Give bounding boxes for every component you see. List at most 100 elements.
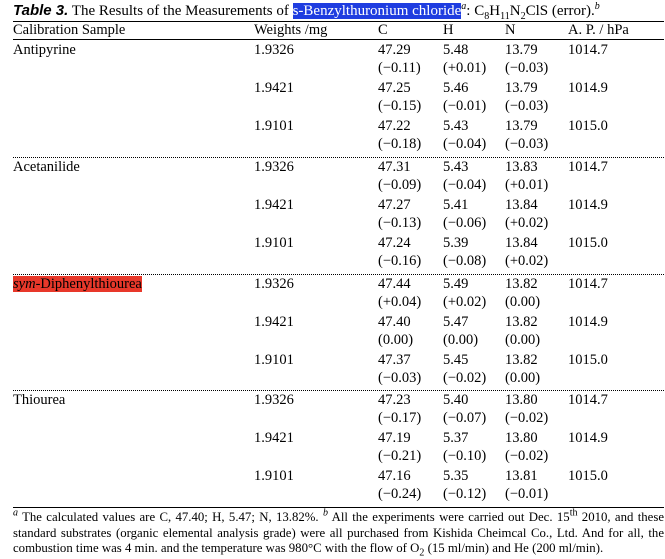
weight-value: 1.9101 [254,118,294,134]
hydrogen-value: 5.49 [443,276,469,292]
carbon-error: (+0.04) [378,294,422,310]
weight-value: 1.9101 [254,235,294,251]
nitrogen-value: 13.81 [505,468,538,484]
carbon-error: (−0.18) [378,136,422,152]
weight-value: 1.9101 [254,352,294,368]
hydrogen-error: (0.00) [443,332,479,348]
weight-value: 1.9421 [254,80,294,96]
group-separator [13,274,664,275]
carbon-value: 47.31 [378,159,411,175]
footnote-text: a The calculated values are C, 47.40; H,… [13,507,665,559]
sample-name: Antipyrine [13,42,76,58]
nitrogen-error: (0.00) [505,370,541,386]
carbon-error: (0.00) [378,332,414,348]
header-h: H [443,22,454,38]
pressure-value: 1014.9 [568,197,608,213]
nitrogen-value: 13.80 [505,392,538,408]
pressure-value: 1014.7 [568,42,608,58]
pressure-value: 1014.9 [568,430,608,446]
hydrogen-value: 5.39 [443,235,469,251]
carbon-value: 47.44 [378,276,411,292]
nitrogen-value: 13.79 [505,80,538,96]
nitrogen-error: (−0.02) [505,448,549,464]
nitrogen-value: 13.80 [505,430,538,446]
weight-value: 1.9421 [254,314,294,330]
header-c: C [378,22,388,38]
carbon-value: 47.23 [378,392,411,408]
header-rule [13,39,664,40]
sample-name: Thiourea [13,392,66,408]
carbon-value: 47.37 [378,352,411,368]
nitrogen-value: 13.83 [505,159,538,175]
footnote-mark-b: b [594,1,600,12]
nitrogen-error: (−0.03) [505,60,549,76]
carbon-value: 47.27 [378,197,411,213]
nitrogen-value: 13.79 [505,118,538,134]
sample-name-highlight: sym-Diphenylthiourea [13,276,142,292]
pressure-value: 1014.7 [568,276,608,292]
carbon-error: (−0.21) [378,448,422,464]
hydrogen-value: 5.35 [443,468,469,484]
nitrogen-error: (0.00) [505,332,541,348]
carbon-value: 47.16 [378,468,411,484]
hydrogen-value: 5.43 [443,118,469,134]
pressure-value: 1015.0 [568,468,608,484]
carbon-error: (−0.15) [378,98,422,114]
nitrogen-error: (−0.03) [505,98,549,114]
hydrogen-error: (−0.06) [443,215,487,231]
hydrogen-value: 5.43 [443,159,469,175]
carbon-error: (−0.24) [378,486,422,502]
pressure-value: 1014.7 [568,392,608,408]
hydrogen-error: (−0.02) [443,370,487,386]
nitrogen-error: (−0.03) [505,136,549,152]
hydrogen-error: (+0.01) [443,60,487,76]
nitrogen-value: 13.82 [505,352,538,368]
top-rule [13,21,664,22]
hydrogen-error: (−0.12) [443,486,487,502]
carbon-error: (−0.17) [378,410,422,426]
nitrogen-error: (+0.02) [505,215,549,231]
nitrogen-error: (−0.01) [505,486,549,502]
weight-value: 1.9421 [254,197,294,213]
nitrogen-value: 13.84 [505,235,538,251]
hydrogen-value: 5.41 [443,197,469,213]
hydrogen-value: 5.46 [443,80,469,96]
footnotes: a The calculated values are C, 47.40; H,… [13,507,665,559]
weight-value: 1.9101 [254,468,294,484]
pressure-value: 1015.0 [568,352,608,368]
hydrogen-error: (−0.04) [443,136,487,152]
weight-value: 1.9326 [254,159,294,175]
carbon-error: (−0.16) [378,253,422,269]
sample-name: Acetanilide [13,159,80,175]
header-ap: A. P. / hPa [568,22,629,38]
carbon-error: (−0.11) [378,60,421,76]
hydrogen-error: (−0.04) [443,177,487,193]
weight-value: 1.9326 [254,392,294,408]
nitrogen-value: 13.82 [505,276,538,292]
group-separator [13,390,664,391]
carbon-error: (−0.03) [378,370,422,386]
hydrogen-value: 5.47 [443,314,469,330]
carbon-value: 47.25 [378,80,411,96]
nitrogen-value: 13.82 [505,314,538,330]
hydrogen-error: (−0.01) [443,98,487,114]
carbon-value: 47.22 [378,118,411,134]
hydrogen-error: (−0.10) [443,448,487,464]
hydrogen-value: 5.48 [443,42,469,58]
molecular-formula: C8H11N2ClS [474,3,549,22]
caption-suffix: (error). [551,3,595,19]
carbon-error: (−0.13) [378,215,422,231]
pressure-value: 1014.9 [568,80,608,96]
nitrogen-error: (+0.01) [505,177,549,193]
nitrogen-value: 13.79 [505,42,538,58]
carbon-error: (−0.09) [378,177,422,193]
hydrogen-error: (−0.08) [443,253,487,269]
nitrogen-error: (0.00) [505,294,541,310]
footnote-mark-a: a [461,1,467,12]
header-weights: Weights /mg [254,22,328,38]
nitrogen-value: 13.84 [505,197,538,213]
hydrogen-error: (+0.02) [443,294,487,310]
sample-name: sym-Diphenylthiourea [13,275,142,293]
hydrogen-value: 5.40 [443,392,469,408]
